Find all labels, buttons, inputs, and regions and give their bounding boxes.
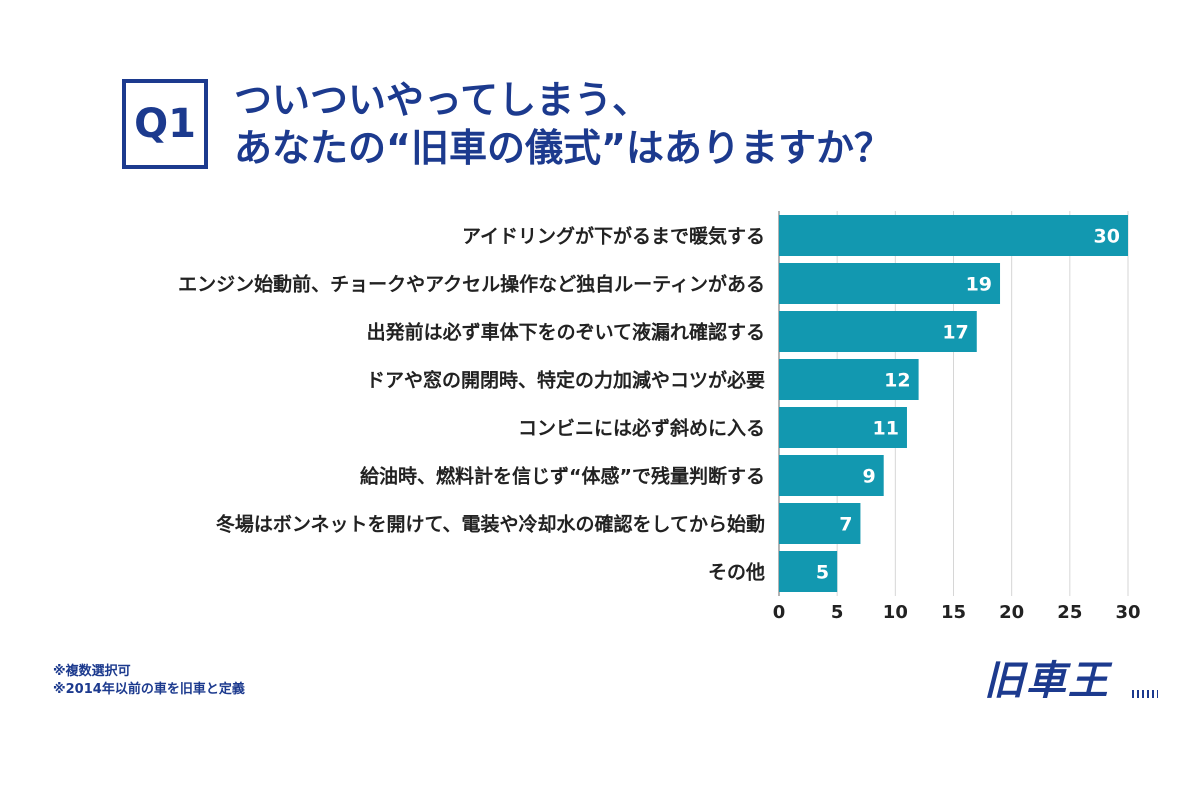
- value-labels: 30 19 17 12 11 9 7 5: [816, 226, 1120, 584]
- question-title-line-2: あなたの“旧車の儀式”はありますか？: [234, 126, 892, 170]
- x-axis-ticks: 0 5 10 15 20 25 30: [773, 602, 1141, 623]
- x-tick-label: 15: [941, 602, 966, 623]
- x-tick-label: 30: [1115, 602, 1140, 623]
- bar-value-label: 17: [942, 322, 968, 344]
- bar-value-label: 5: [816, 562, 829, 584]
- bar-value-label: 12: [884, 370, 910, 392]
- x-tick-label: 25: [1057, 602, 1082, 623]
- bar: [779, 407, 907, 448]
- bar: [779, 311, 977, 352]
- category-label: コンビニには必ず斜めに入る: [518, 417, 765, 440]
- bar: [779, 551, 838, 592]
- bar: [779, 503, 861, 544]
- footnote-definition: ※2014年以前の車を旧車と定義: [53, 682, 245, 697]
- bar-value-label: 19: [966, 274, 992, 296]
- brand-logo: 旧車王: [984, 658, 1164, 704]
- x-tick-label: 10: [883, 602, 908, 623]
- category-label: その他: [708, 561, 765, 584]
- footnote-multiple-choice: ※複数選択可: [53, 664, 131, 679]
- bar: [779, 455, 884, 496]
- logo-text: 旧車王: [984, 658, 1110, 704]
- bar-value-label: 11: [873, 418, 899, 440]
- question-title-line-1: ついついやってしまう、: [234, 78, 651, 122]
- x-tick-label: 0: [773, 602, 786, 623]
- logo-stripes: [1132, 690, 1158, 698]
- x-tick-label: 20: [999, 602, 1024, 623]
- bar: [779, 359, 919, 400]
- category-label: アイドリングが下がるまで暖気する: [462, 225, 765, 248]
- category-label: ドアや窓の開閉時、特定の力加減やコツが必要: [366, 369, 765, 392]
- category-label: エンジン始動前、チョークやアクセル操作など独自ルーティンがある: [178, 273, 765, 296]
- bars: [779, 215, 1128, 592]
- bar: [779, 263, 1001, 304]
- bar-value-label: 30: [1094, 226, 1120, 248]
- x-tick-label: 5: [831, 602, 844, 623]
- category-label: 給油時、燃料計を信じず“体感”で残量判断する: [360, 465, 765, 488]
- category-labels: アイドリングが下がるまで暖気するエンジン始動前、チョークやアクセル操作など独自ル…: [178, 225, 765, 584]
- category-label: 冬場はボンネットを開けて、電装や冷却水の確認をしてから始動: [216, 513, 765, 536]
- bar: [779, 215, 1128, 256]
- bar-value-label: 9: [862, 466, 875, 488]
- bar-value-label: 7: [839, 514, 852, 536]
- category-label: 出発前は必ず車体下をのぞいて液漏れ確認する: [367, 321, 765, 344]
- question-badge: Q1: [122, 79, 208, 169]
